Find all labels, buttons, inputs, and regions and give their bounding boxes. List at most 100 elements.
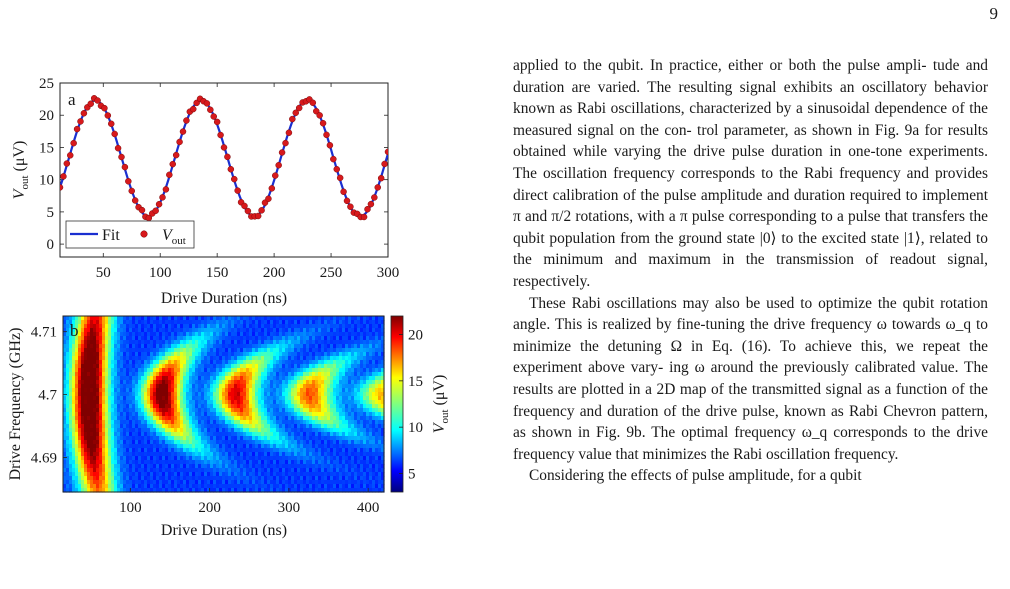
heatmap-cell <box>132 452 136 457</box>
heatmap-cell <box>219 360 223 365</box>
heatmap-cell <box>324 384 328 389</box>
heatmap-cell <box>288 388 292 393</box>
heatmap-cell <box>249 400 253 405</box>
heatmap-cell <box>72 464 76 469</box>
heatmap-cell <box>273 400 277 405</box>
heatmap-cell <box>108 448 112 453</box>
heatmap-cell <box>186 388 190 393</box>
heatmap-cell <box>273 328 277 333</box>
heatmap-cell <box>333 468 337 473</box>
heatmap-cell <box>78 460 82 465</box>
heatmap-cell <box>285 404 289 409</box>
heatmap-cell <box>168 360 172 365</box>
heatmap-cell <box>186 340 190 345</box>
heatmap-cell <box>129 444 133 449</box>
heatmap-cell <box>135 484 139 489</box>
heatmap-cell <box>81 456 85 461</box>
heatmap-cell <box>357 320 361 325</box>
heatmap-cell <box>231 436 235 441</box>
heatmap-cell <box>165 320 169 325</box>
heatmap-cell <box>333 412 337 417</box>
heatmap-cell <box>156 344 160 349</box>
data-point <box>364 205 371 213</box>
heatmap-cell <box>312 408 316 413</box>
heatmap-cell <box>87 460 91 465</box>
heatmap-cell <box>180 408 184 413</box>
heatmap-cell <box>264 480 268 485</box>
heatmap-cell <box>183 408 187 413</box>
heatmap-cell <box>273 336 277 341</box>
heatmap-cell <box>366 356 370 361</box>
heatmap-cell <box>195 480 199 485</box>
heatmap-cell <box>81 328 85 333</box>
heatmap-cell <box>219 388 223 393</box>
heatmap-cell <box>225 456 229 461</box>
heatmap-cell <box>90 416 94 421</box>
heatmap-cell <box>186 324 190 329</box>
heatmap-cell <box>207 468 211 473</box>
heatmap-cell <box>78 436 82 441</box>
heatmap-cell <box>219 344 223 349</box>
heatmap-cell <box>303 424 307 429</box>
heatmap-cell <box>177 368 181 373</box>
heatmap-cell <box>231 476 235 481</box>
heatmap-cell <box>345 400 349 405</box>
heatmap-cell <box>159 432 163 437</box>
heatmap-cell <box>96 476 100 481</box>
heatmap-cell <box>72 488 76 493</box>
heatmap-cell <box>96 448 100 453</box>
heatmap-cell <box>207 408 211 413</box>
heatmap-cell <box>99 364 103 369</box>
heatmap-cell <box>195 428 199 433</box>
heatmap-cell <box>183 332 187 337</box>
heatmap-cell <box>240 336 244 341</box>
heatmap-cell <box>237 448 241 453</box>
heatmap-cell <box>135 332 139 337</box>
heatmap-cell <box>255 440 259 445</box>
heatmap-cell <box>351 476 355 481</box>
heatmap-cell <box>162 412 166 417</box>
heatmap-cell <box>198 468 202 473</box>
heatmap-cell <box>237 380 241 385</box>
y-tick-label: 15 <box>39 140 54 156</box>
heatmap-cell <box>351 368 355 373</box>
heatmap-cell <box>327 412 331 417</box>
heatmap-cell <box>69 436 73 441</box>
heatmap-cell <box>84 464 88 469</box>
heatmap-cell <box>102 488 106 493</box>
heatmap-cell <box>156 368 160 373</box>
heatmap-cell <box>240 484 244 489</box>
heatmap-cell <box>171 316 175 321</box>
heatmap-cell <box>264 440 268 445</box>
heatmap-cell <box>228 464 232 469</box>
heatmap-cell <box>219 328 223 333</box>
heatmap-cell <box>327 380 331 385</box>
heatmap-cell <box>378 460 382 465</box>
heatmap-cell <box>222 408 226 413</box>
heatmap-cell <box>246 352 250 357</box>
heatmap-cell <box>249 364 253 369</box>
heatmap-cell <box>357 332 361 337</box>
heatmap-cell <box>243 364 247 369</box>
heatmap-cell <box>108 476 112 481</box>
heatmap-cell <box>252 344 256 349</box>
heatmap-cell <box>309 320 313 325</box>
heatmap-cell <box>357 432 361 437</box>
heatmap-cell <box>279 424 283 429</box>
heatmap-cell <box>318 408 322 413</box>
x-tick-label: 50 <box>96 265 111 281</box>
heatmap-cell <box>285 424 289 429</box>
heatmap-cell <box>201 324 205 329</box>
data-point <box>268 185 276 192</box>
heatmap-cell <box>141 464 145 469</box>
heatmap-cell <box>120 436 124 441</box>
heatmap-cell <box>144 368 148 373</box>
heatmap-cell <box>306 432 310 437</box>
heatmap-cell <box>123 316 127 321</box>
heatmap-cell <box>282 476 286 481</box>
heatmap-cell <box>147 404 151 409</box>
heatmap-cell <box>84 448 88 453</box>
heatmap-cell <box>222 376 226 381</box>
heatmap-cell <box>324 316 328 321</box>
heatmap-cell <box>213 416 217 421</box>
